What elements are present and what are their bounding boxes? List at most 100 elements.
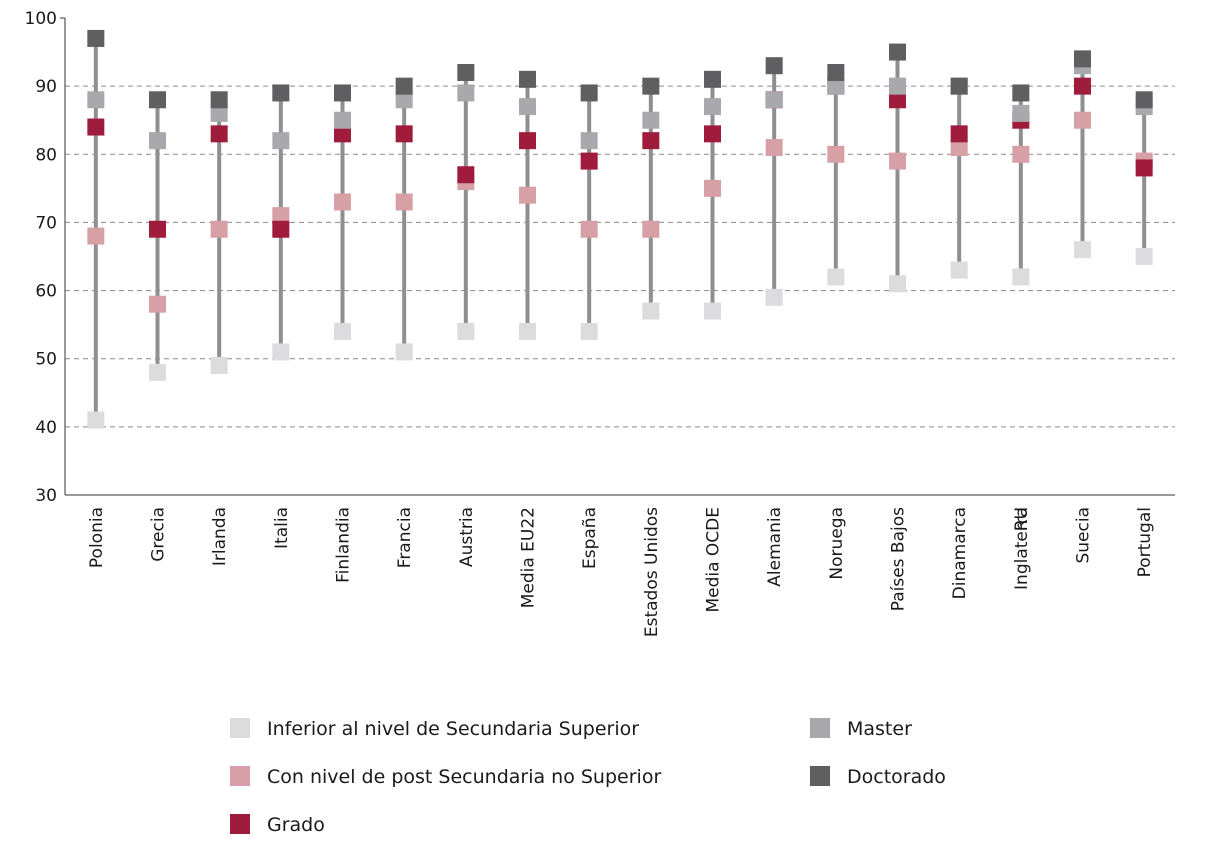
y-tick-label-100: 100 bbox=[25, 9, 57, 29]
point-s3-inglaterra bbox=[1012, 104, 1030, 122]
point-s2-grecia bbox=[149, 220, 166, 238]
legend-swatch-4 bbox=[810, 766, 830, 786]
point-s3-francia bbox=[395, 91, 413, 109]
point-s4-dinamarca bbox=[950, 77, 968, 95]
x-tick-label-inglaterra: Inglaterra bbox=[1012, 507, 1032, 590]
point-s2-italia bbox=[272, 220, 290, 238]
point-s1-francia bbox=[395, 193, 413, 211]
point-s4-finlandia bbox=[334, 84, 351, 102]
point-s3-estados-unidos bbox=[642, 111, 660, 129]
point-s1-dinamarca bbox=[950, 138, 968, 156]
point-s1-españa bbox=[580, 220, 598, 238]
point-s4-noruega bbox=[827, 64, 845, 82]
y-tick-label-30: 30 bbox=[35, 486, 57, 506]
point-s0-irlanda bbox=[210, 357, 228, 375]
legend-label-4: Doctorado bbox=[847, 766, 946, 788]
point-s2-media-ocde bbox=[704, 125, 721, 143]
point-s4-grecia bbox=[149, 91, 166, 109]
y-tick-label-80: 80 bbox=[35, 145, 57, 165]
point-s0-finlandia bbox=[334, 322, 351, 340]
point-s4-suecia bbox=[1074, 50, 1091, 68]
point-s1-países-bajos bbox=[889, 152, 906, 170]
y-tick-label-60: 60 bbox=[35, 282, 57, 302]
point-s2-media-eu22 bbox=[519, 132, 536, 150]
x-tick-label-estados-unidos: Estados Unidos bbox=[642, 507, 662, 637]
point-s0-grecia bbox=[149, 363, 166, 381]
legend-swatch-0 bbox=[230, 718, 250, 738]
point-s4-media-ocde bbox=[704, 70, 721, 88]
point-s1-estados-unidos bbox=[642, 220, 660, 238]
point-s4-alemania bbox=[765, 57, 783, 75]
point-s0-alemania bbox=[765, 288, 783, 306]
point-s0-polonia bbox=[87, 411, 105, 429]
point-s0-países-bajos bbox=[889, 275, 906, 293]
x-tick-label-países-bajos: Países Bajos bbox=[889, 507, 909, 611]
point-s0-media-eu22 bbox=[519, 322, 536, 340]
point-s2-países-bajos bbox=[889, 91, 906, 109]
point-s2-suecia bbox=[1074, 77, 1091, 95]
point-s4-países-bajos bbox=[889, 43, 906, 61]
point-s3-finlandia bbox=[334, 111, 351, 129]
point-s1-suecia bbox=[1074, 111, 1091, 129]
point-s1-irlanda bbox=[210, 220, 228, 238]
point-s1-inglaterra bbox=[1012, 145, 1030, 163]
range-lines bbox=[93, 38, 1147, 421]
legend-swatch-1 bbox=[230, 766, 250, 786]
legend-swatch-3 bbox=[810, 718, 830, 738]
point-s0-suecia bbox=[1074, 241, 1091, 259]
point-s4-estados-unidos bbox=[642, 77, 660, 95]
point-s0-estados-unidos bbox=[642, 302, 660, 320]
point-s2-portugal bbox=[1135, 159, 1153, 177]
point-s3-media-eu22 bbox=[519, 98, 536, 116]
legend-swatch-2 bbox=[230, 814, 250, 834]
point-s0-media-ocde bbox=[704, 302, 721, 320]
legend-label-0: Inferior al nivel de Secundaria Superior bbox=[267, 718, 639, 740]
point-s3-noruega bbox=[827, 77, 845, 95]
point-s0-austria bbox=[457, 322, 475, 340]
point-s4-austria bbox=[457, 64, 475, 82]
point-s1-grecia bbox=[149, 295, 166, 313]
point-s1-finlandia bbox=[334, 193, 351, 211]
point-s4-media-eu22 bbox=[519, 70, 536, 88]
point-s3-países-bajos bbox=[889, 77, 906, 95]
point-s4-inglaterra bbox=[1012, 84, 1030, 102]
x-tick-label-noruega: Noruega bbox=[827, 507, 847, 580]
point-s2-austria bbox=[457, 166, 475, 184]
legend-label-2: Grado bbox=[267, 814, 325, 836]
legend-label-3: Master bbox=[847, 718, 912, 740]
point-s0-dinamarca bbox=[950, 261, 968, 279]
axes: 30 40 50 60 70 80 90 100 bbox=[25, 9, 1175, 506]
x-tick-label-italia: Italia bbox=[272, 507, 292, 549]
point-s1-alemania bbox=[765, 138, 783, 156]
point-s4-polonia bbox=[87, 29, 105, 47]
x-tick-label-portugal: Portugal bbox=[1135, 507, 1155, 577]
point-s3-grecia bbox=[149, 132, 166, 150]
point-s4-portugal bbox=[1135, 91, 1153, 109]
y-tick-label-40: 40 bbox=[35, 418, 57, 438]
legend-label-1: Con nivel de post Secundaria no Superior bbox=[267, 766, 661, 788]
point-s2-estados-unidos bbox=[642, 132, 660, 150]
x-tick-label-irlanda: Irlanda bbox=[210, 507, 230, 566]
x-tick-label-ru: RU bbox=[1012, 507, 1032, 531]
point-s2-dinamarca bbox=[950, 125, 968, 143]
legend: Inferior al nivel de Secundaria Superior… bbox=[230, 718, 946, 836]
point-s1-media-eu22 bbox=[519, 186, 536, 204]
category-labels: Polonia Grecia Irlanda Italia Finlandia Franc… bbox=[87, 507, 1155, 637]
point-s3-austria bbox=[457, 84, 475, 102]
point-s3-media-ocde bbox=[704, 98, 721, 116]
point-s0-portugal bbox=[1135, 248, 1153, 265]
grid-lines bbox=[65, 85, 1175, 428]
point-s0-francia bbox=[395, 343, 413, 361]
y-tick-label-70: 70 bbox=[35, 213, 57, 233]
x-tick-label-polonia: Polonia bbox=[87, 507, 107, 568]
point-s2-irlanda bbox=[210, 125, 228, 143]
x-tick-label-dinamarca: Dinamarca bbox=[950, 507, 970, 599]
point-s3-italia bbox=[272, 132, 290, 150]
x-tick-label-suecia: Suecia bbox=[1074, 507, 1094, 564]
x-tick-label-grecia: Grecia bbox=[149, 507, 169, 562]
point-s3-irlanda bbox=[210, 104, 228, 122]
point-s1-noruega bbox=[827, 145, 845, 163]
x-tick-label-media-eu22: Media EU22 bbox=[519, 507, 539, 608]
point-s2-francia bbox=[395, 125, 413, 143]
